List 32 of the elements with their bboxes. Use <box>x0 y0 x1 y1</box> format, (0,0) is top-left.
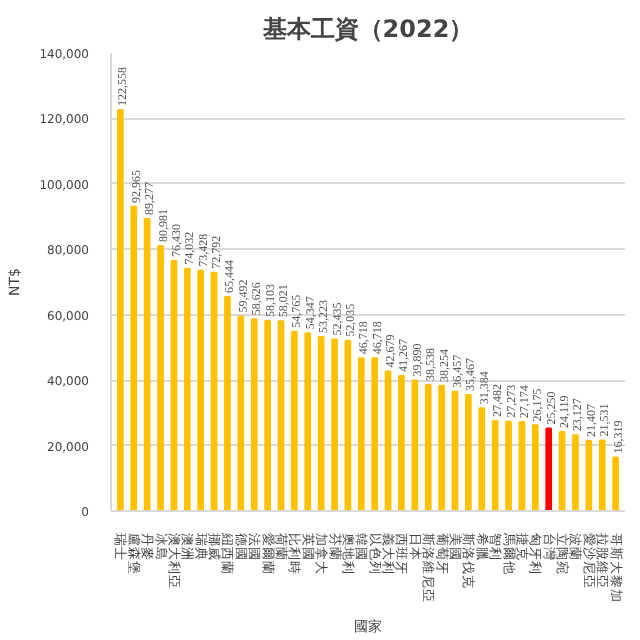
bar <box>531 424 539 511</box>
bar <box>117 109 124 511</box>
bar <box>170 259 178 511</box>
bar <box>157 245 164 511</box>
bar <box>398 375 405 511</box>
bar <box>264 319 271 511</box>
bar <box>384 370 392 511</box>
bar <box>572 434 579 511</box>
bar <box>545 427 553 511</box>
bar <box>612 456 619 511</box>
bar <box>130 205 138 511</box>
bar <box>250 318 258 511</box>
bar <box>438 384 445 511</box>
bar <box>424 383 432 511</box>
bar <box>505 420 512 511</box>
chart-title: 基本工資（2022） <box>260 15 474 43</box>
bar <box>197 269 205 511</box>
bar <box>143 217 151 511</box>
bar <box>598 439 606 511</box>
bar <box>478 407 486 511</box>
bar <box>291 330 298 511</box>
bar <box>331 338 338 511</box>
bar <box>304 332 312 511</box>
bar <box>237 315 245 511</box>
bar <box>224 295 231 511</box>
bar <box>357 357 365 511</box>
bar <box>277 320 285 511</box>
bar <box>210 271 218 511</box>
bar <box>491 420 499 511</box>
bar <box>183 267 191 511</box>
bar <box>465 393 472 511</box>
bar <box>371 357 379 511</box>
